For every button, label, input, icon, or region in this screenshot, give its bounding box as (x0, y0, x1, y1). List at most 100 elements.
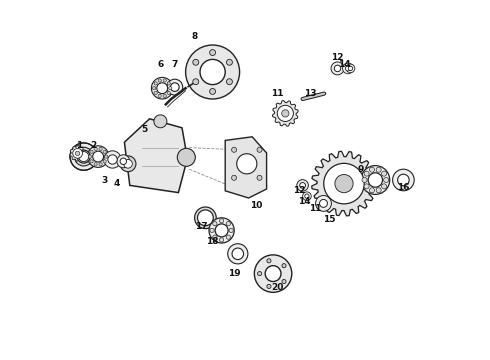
Circle shape (282, 279, 286, 284)
Text: 14: 14 (338, 60, 350, 69)
Circle shape (228, 244, 248, 264)
Circle shape (398, 174, 409, 186)
Circle shape (300, 183, 305, 188)
Circle shape (200, 59, 225, 85)
Circle shape (99, 163, 102, 166)
Circle shape (368, 173, 383, 187)
Circle shape (376, 167, 381, 172)
Text: 5: 5 (141, 125, 147, 134)
Circle shape (376, 188, 381, 193)
Circle shape (215, 224, 228, 237)
Circle shape (297, 180, 308, 191)
Circle shape (154, 82, 157, 85)
Circle shape (154, 115, 167, 128)
Text: 4: 4 (114, 179, 121, 188)
Circle shape (90, 150, 93, 153)
Circle shape (75, 151, 80, 156)
Text: 1: 1 (76, 141, 82, 150)
Circle shape (257, 147, 262, 152)
Circle shape (209, 218, 234, 243)
Circle shape (157, 83, 168, 94)
Circle shape (93, 151, 103, 162)
Circle shape (210, 228, 214, 233)
Circle shape (117, 155, 130, 168)
Circle shape (331, 62, 344, 75)
Circle shape (369, 188, 374, 193)
Polygon shape (70, 145, 85, 161)
Circle shape (158, 79, 161, 82)
Circle shape (220, 219, 224, 223)
Circle shape (361, 166, 390, 194)
Circle shape (232, 248, 244, 260)
Circle shape (346, 64, 355, 73)
Circle shape (171, 83, 179, 91)
Circle shape (186, 45, 240, 99)
Circle shape (282, 110, 289, 117)
Circle shape (334, 65, 341, 72)
Circle shape (193, 79, 199, 85)
Text: 10: 10 (249, 201, 262, 210)
Circle shape (87, 146, 109, 167)
Circle shape (103, 160, 106, 163)
Circle shape (267, 259, 271, 263)
Circle shape (193, 59, 199, 65)
Circle shape (335, 175, 353, 193)
Text: 6: 6 (157, 60, 164, 69)
Circle shape (282, 264, 286, 268)
Text: 13: 13 (303, 89, 316, 98)
Circle shape (108, 155, 117, 164)
Text: 17: 17 (195, 222, 207, 231)
Circle shape (364, 171, 369, 176)
Circle shape (232, 147, 237, 152)
Circle shape (319, 199, 327, 207)
Text: 14: 14 (298, 197, 311, 206)
Circle shape (163, 79, 166, 82)
Circle shape (226, 235, 230, 239)
Text: 11: 11 (271, 89, 284, 98)
Circle shape (220, 238, 224, 242)
Circle shape (163, 94, 166, 98)
Text: 9: 9 (357, 165, 364, 174)
Text: 15: 15 (323, 215, 336, 224)
Circle shape (343, 63, 353, 74)
Circle shape (151, 77, 173, 99)
Circle shape (254, 255, 292, 292)
Circle shape (303, 192, 311, 201)
Circle shape (177, 148, 196, 166)
Circle shape (362, 177, 367, 183)
Text: 8: 8 (192, 32, 198, 41)
Circle shape (77, 150, 90, 163)
Circle shape (305, 194, 309, 198)
Circle shape (382, 171, 387, 176)
Circle shape (258, 271, 262, 276)
Circle shape (120, 156, 136, 172)
Circle shape (267, 284, 271, 288)
Circle shape (226, 59, 232, 65)
Circle shape (197, 210, 213, 226)
Text: 3: 3 (101, 176, 108, 185)
Polygon shape (225, 137, 267, 198)
Circle shape (167, 79, 183, 95)
Circle shape (257, 175, 262, 180)
Text: 2: 2 (91, 141, 97, 150)
Circle shape (277, 105, 294, 122)
Circle shape (226, 79, 232, 85)
Circle shape (226, 221, 230, 226)
Circle shape (158, 94, 161, 98)
Circle shape (120, 158, 126, 165)
Circle shape (392, 169, 414, 191)
Circle shape (229, 228, 233, 233)
Circle shape (384, 177, 389, 183)
Circle shape (348, 66, 353, 71)
Circle shape (104, 151, 121, 168)
Circle shape (316, 195, 331, 211)
Text: 20: 20 (271, 284, 284, 292)
Circle shape (152, 87, 156, 90)
Circle shape (210, 50, 216, 55)
Circle shape (195, 207, 216, 229)
Circle shape (90, 160, 93, 163)
Polygon shape (312, 151, 376, 216)
Text: 16: 16 (397, 183, 410, 192)
Circle shape (232, 175, 237, 180)
Text: 18: 18 (206, 237, 219, 246)
